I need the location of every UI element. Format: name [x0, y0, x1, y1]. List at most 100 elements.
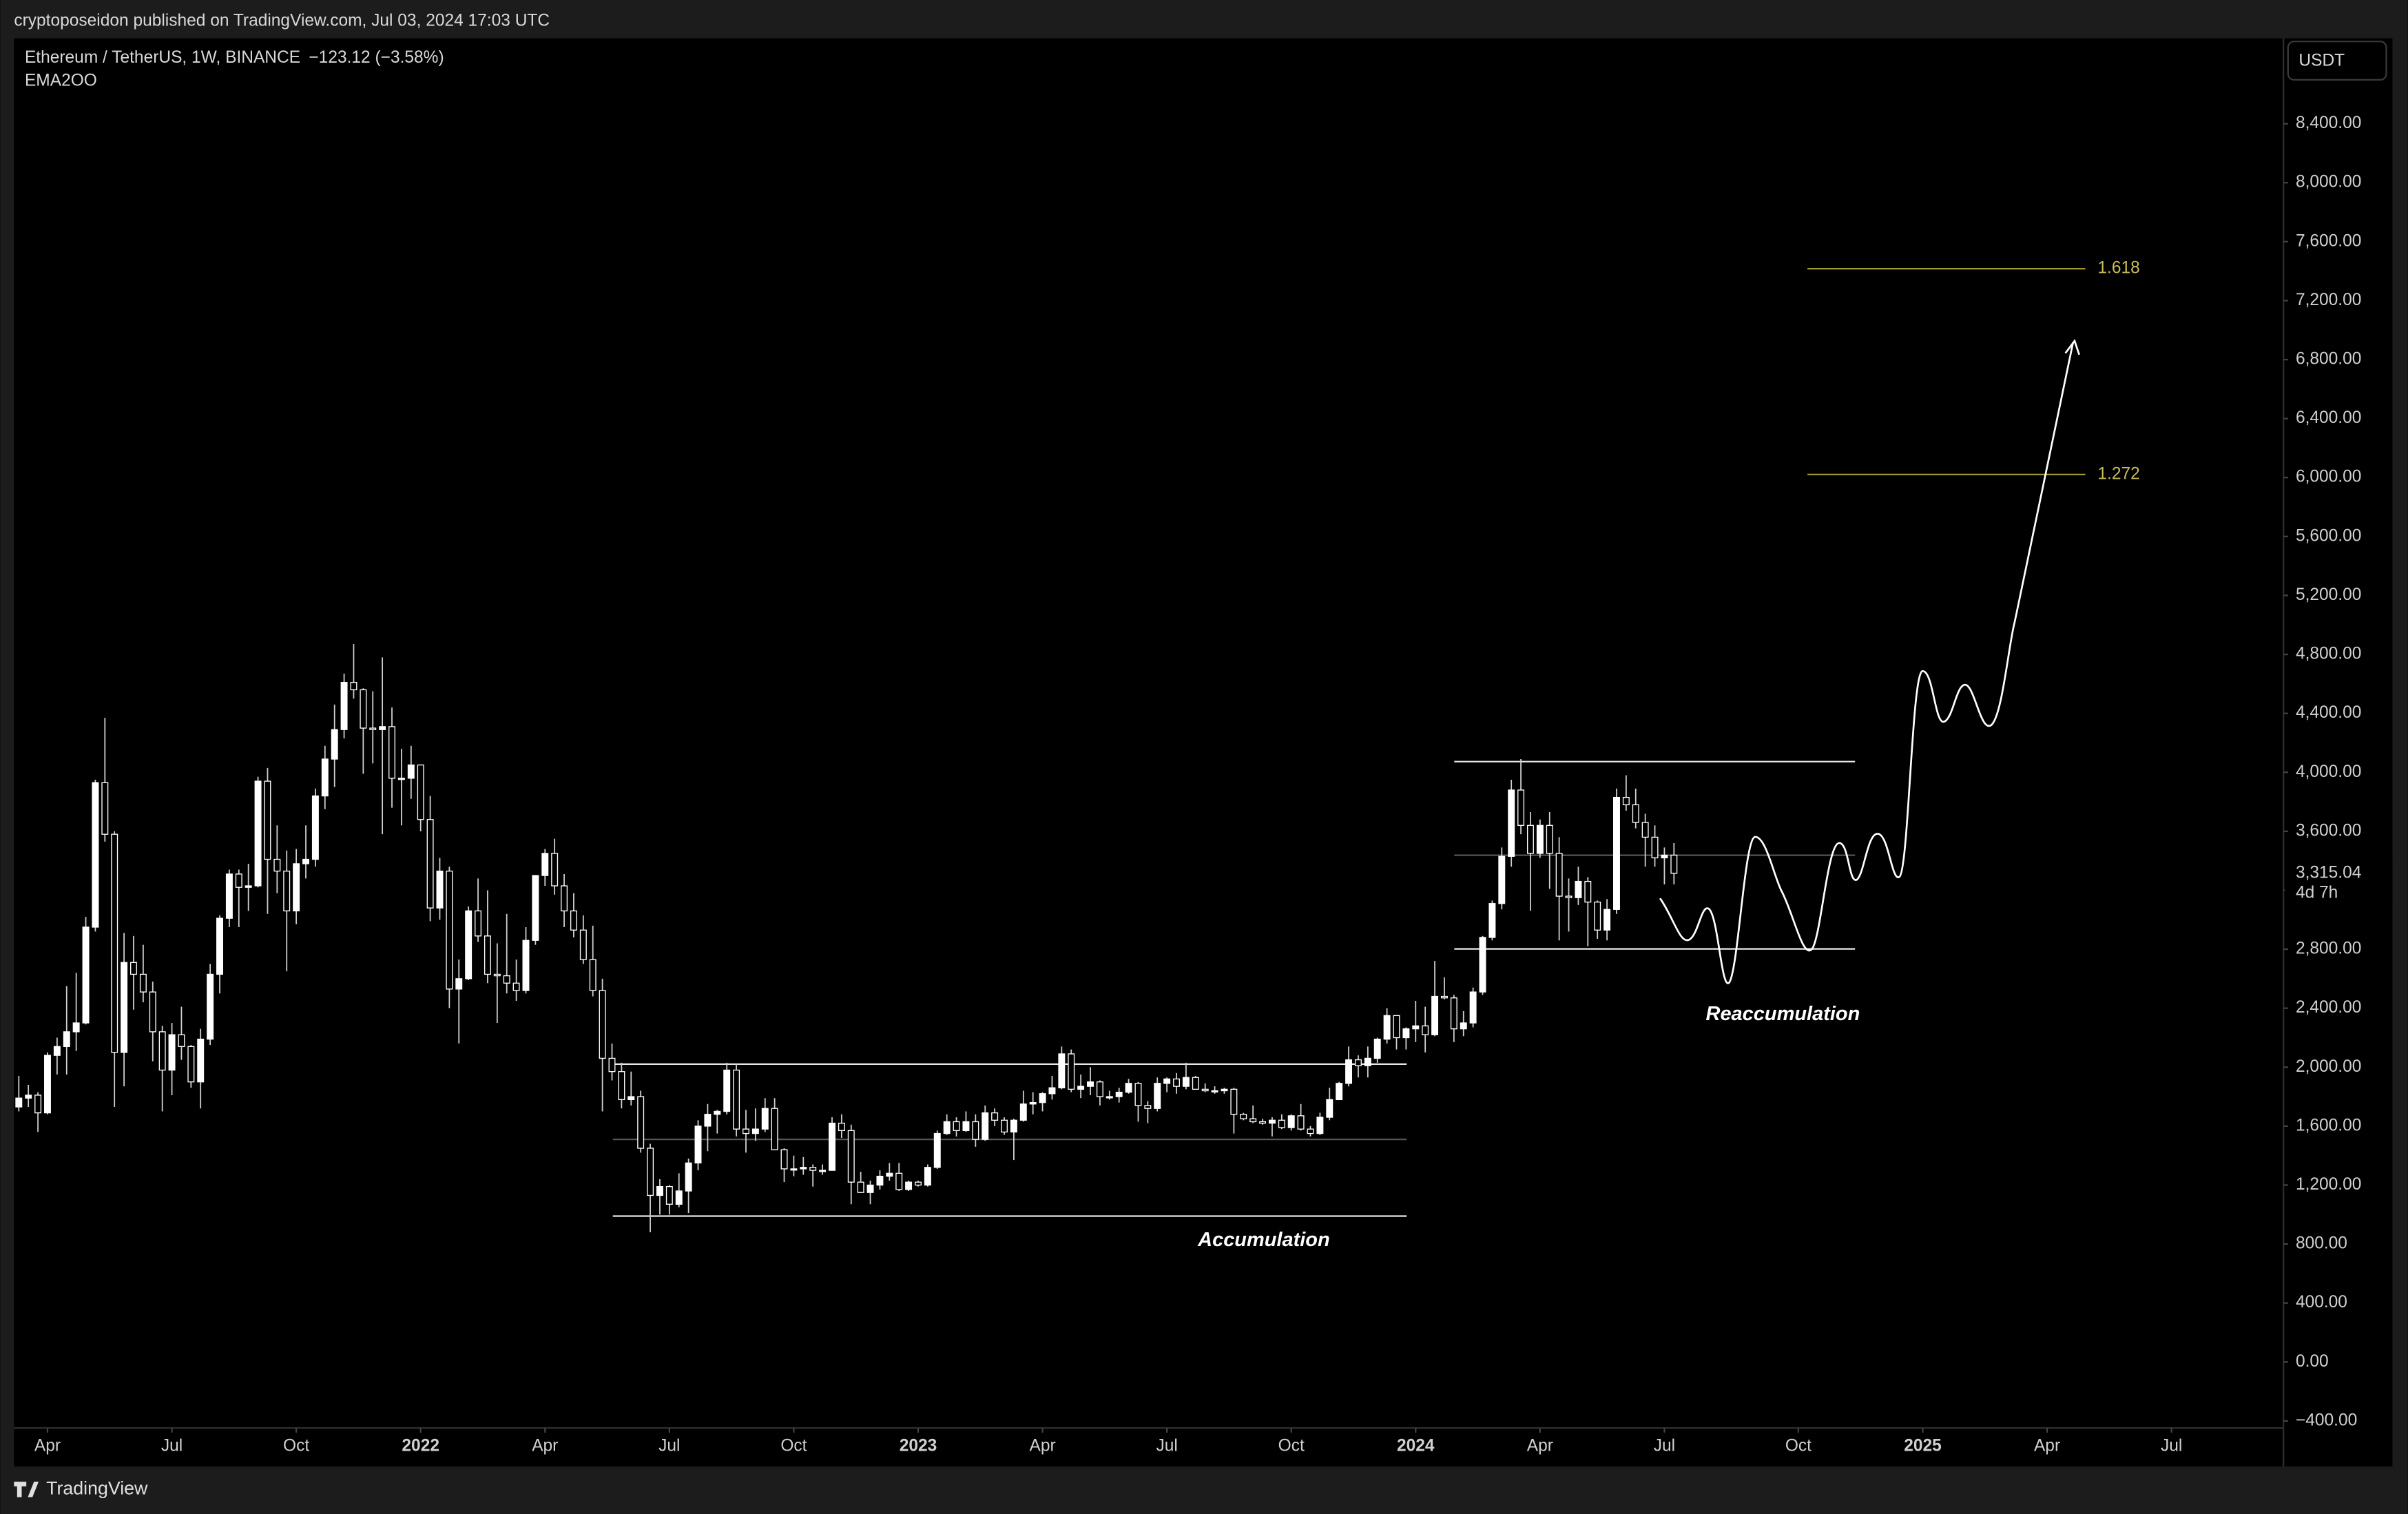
candle-body — [484, 935, 491, 975]
candle-body — [1068, 1053, 1075, 1090]
candle-body — [417, 764, 424, 820]
candle-body — [302, 858, 309, 864]
candle-body — [158, 1031, 166, 1071]
publish-header: cryptoposeidon published on TradingView.… — [14, 12, 550, 30]
candle-body — [493, 973, 501, 977]
candle-body — [723, 1069, 731, 1112]
y-tick-label: −400.00 — [2296, 1411, 2357, 1429]
candle-body — [608, 1057, 616, 1072]
candle-body — [589, 959, 596, 991]
candle-body — [866, 1184, 874, 1193]
candle-body — [1010, 1119, 1017, 1133]
candle-body — [618, 1071, 625, 1101]
x-tick-label: 2024 — [1397, 1436, 1435, 1455]
marks: −400.00 0.00 400.00 800.00 1,200.00 1,600.00 2… — [15, 114, 2393, 1455]
candle-body — [1163, 1078, 1171, 1084]
x-tick-label: Apr — [2034, 1436, 2060, 1455]
candle-body — [541, 853, 549, 876]
candle-body — [283, 870, 291, 912]
x-tick-label: Apr — [532, 1436, 558, 1455]
candle-body — [1383, 1015, 1391, 1040]
candle-body — [101, 782, 109, 835]
candle-body — [800, 1167, 807, 1170]
candle-body — [685, 1162, 692, 1192]
candle-body — [1134, 1083, 1142, 1106]
candle-body — [1039, 1093, 1046, 1103]
candle-body — [953, 1121, 960, 1131]
candle-body — [1297, 1115, 1305, 1130]
candle-body — [1316, 1117, 1324, 1134]
x-tick-label: 2022 — [402, 1436, 439, 1455]
candle-body — [331, 729, 338, 760]
candle-body — [360, 689, 367, 729]
candle-body — [1154, 1083, 1161, 1109]
candle-body — [25, 1095, 32, 1099]
candle-body — [847, 1130, 855, 1183]
candle-body — [264, 780, 271, 860]
candle-body — [225, 873, 233, 919]
candle-body — [149, 991, 156, 1033]
candle-body — [1412, 1025, 1420, 1030]
candle-body — [1048, 1087, 1056, 1095]
candle-body — [121, 962, 128, 1053]
candle-body — [1230, 1088, 1238, 1115]
x-tick-label: Oct — [283, 1436, 309, 1455]
candle-body — [771, 1108, 778, 1150]
y-tick-label: 3,600.00 — [2296, 821, 2361, 840]
candle-body — [1345, 1059, 1353, 1084]
candle-body — [627, 1096, 635, 1101]
x-tick-label: Apr — [1029, 1436, 1055, 1455]
y-tick-label: 7,200.00 — [2296, 291, 2361, 309]
candle-body — [895, 1172, 903, 1190]
candle-body — [139, 973, 147, 993]
candle-body — [273, 858, 281, 872]
candle-body — [1115, 1091, 1123, 1097]
candle-body — [857, 1181, 864, 1193]
x-tick-label: Jul — [1654, 1436, 1675, 1455]
x-tick-label: Oct — [1278, 1436, 1305, 1455]
candle-body — [187, 1046, 195, 1083]
candle-body — [1354, 1059, 1362, 1066]
candle-body — [1106, 1096, 1113, 1099]
candle-body — [235, 873, 242, 888]
candle-body — [130, 962, 137, 975]
candle-body — [675, 1190, 683, 1205]
candle-body — [991, 1112, 999, 1121]
candle-body — [637, 1096, 645, 1149]
candle-body — [665, 1185, 673, 1205]
currency-label[interactable]: USDT — [2298, 52, 2345, 70]
candle-body — [1402, 1028, 1410, 1039]
candle-body — [982, 1112, 989, 1140]
candle-body — [245, 885, 252, 888]
candle-body — [1201, 1088, 1209, 1092]
candle-body — [1240, 1114, 1247, 1119]
candle-body — [1173, 1078, 1181, 1087]
candle-body — [1211, 1090, 1218, 1092]
footer: TradingView — [14, 1477, 148, 1498]
candle-body — [1192, 1077, 1199, 1090]
candle-body — [465, 910, 473, 979]
candle-body — [111, 833, 118, 1053]
candle-body — [972, 1121, 979, 1140]
candle-body — [1613, 796, 1620, 910]
x-tick-label: Oct — [780, 1436, 807, 1455]
candle-body — [446, 870, 453, 990]
candle-body — [1278, 1119, 1285, 1128]
candle-body — [1144, 1105, 1152, 1109]
candle-body — [656, 1185, 663, 1196]
candle-body — [1632, 804, 1639, 823]
candle-body — [1077, 1086, 1085, 1090]
candle-body — [1469, 991, 1477, 1024]
candle-body — [1364, 1057, 1371, 1066]
candle-body — [1584, 880, 1592, 903]
candle-body — [369, 727, 377, 730]
candle-body — [1326, 1099, 1333, 1118]
candle-body — [455, 978, 463, 990]
candle-body — [933, 1132, 941, 1168]
currency-button[interactable] — [2287, 41, 2387, 81]
x-tick-label: Jul — [1156, 1436, 1177, 1455]
candle-body — [1058, 1053, 1066, 1088]
candle-body — [1517, 789, 1525, 826]
y-tick-label: 4,400.00 — [2296, 703, 2361, 722]
